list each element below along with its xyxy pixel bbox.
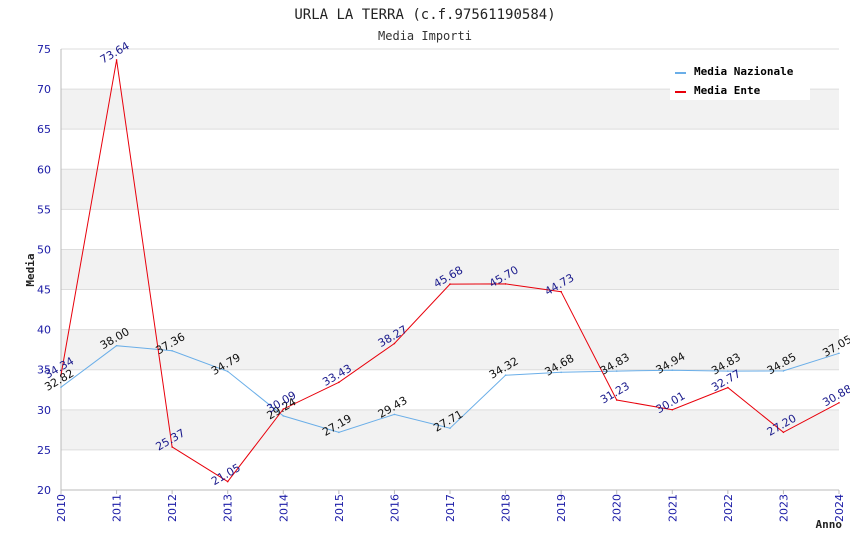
data-point <box>504 374 507 376</box>
data-point <box>838 401 840 404</box>
x-tick-label: 2019 <box>555 494 568 522</box>
y-axis-label: Media <box>24 253 37 286</box>
x-tick-label: 2022 <box>722 494 735 522</box>
y-tick-label: 40 <box>37 324 51 337</box>
data-point <box>393 342 396 345</box>
x-tick-label: 2021 <box>666 494 679 522</box>
x-tick-label: 2014 <box>277 494 290 522</box>
band <box>61 329 839 370</box>
data-point <box>226 370 229 373</box>
data-point <box>671 369 674 372</box>
data-label: 31.23 <box>598 379 632 406</box>
x-tick-label: 2011 <box>111 494 124 522</box>
x-tick-label: 2010 <box>55 494 68 522</box>
legend-label-media-nazionale: Media Nazionale <box>694 65 794 78</box>
data-point <box>560 371 562 374</box>
data-point <box>393 413 396 416</box>
data-point <box>60 374 62 376</box>
y-tick-label: 65 <box>37 123 51 136</box>
legend: Media Nazionale Media Ente <box>670 60 810 100</box>
x-tick-label: 2012 <box>166 494 179 522</box>
data-point <box>727 386 729 389</box>
band <box>61 169 839 210</box>
data-point <box>115 59 118 61</box>
data-point <box>615 399 618 401</box>
data-point <box>282 415 285 417</box>
band <box>61 249 839 290</box>
data-point <box>838 352 840 355</box>
series-group <box>60 59 840 483</box>
y-tick-label: 75 <box>37 43 51 56</box>
data-label: 21.05 <box>209 461 243 488</box>
x-tick-label: 2020 <box>611 494 624 522</box>
data-point <box>226 480 229 483</box>
data-point <box>671 408 674 411</box>
data-point <box>171 446 173 448</box>
chart-title: URLA LA TERRA (c.f.97561190584) <box>294 7 555 23</box>
x-tick-label: 2015 <box>333 494 346 522</box>
chart-subtitle: Media Importi <box>378 29 472 43</box>
y-tick-label: 30 <box>37 404 51 417</box>
x-tick-label: 2016 <box>388 494 401 522</box>
data-point <box>60 386 62 389</box>
x-tick-label: 2023 <box>777 494 790 522</box>
data-label: 73.64 <box>98 39 132 66</box>
data-point <box>504 283 507 285</box>
y-tick-label: 60 <box>37 163 51 176</box>
y-tick-label: 35 <box>37 364 51 377</box>
data-point <box>115 344 118 347</box>
data-point <box>282 408 285 410</box>
data-point <box>782 370 785 372</box>
data-point <box>338 431 340 434</box>
data-point <box>727 370 729 372</box>
x-tick-label: 2017 <box>444 494 457 522</box>
data-point <box>560 290 562 293</box>
background-bands <box>61 89 839 450</box>
data-point <box>449 427 451 429</box>
legend-label-media-ente: Media Ente <box>694 84 761 97</box>
data-point <box>782 431 785 434</box>
legend-box <box>670 60 810 100</box>
y-axis-ticks: 20 25 30 35 40 45 50 55 60 65 70 75 <box>37 43 51 497</box>
x-axis-label: Anno <box>816 518 843 531</box>
data-point <box>615 370 618 372</box>
data-point <box>338 381 340 384</box>
data-point <box>171 350 173 352</box>
band <box>61 409 839 450</box>
y-tick-label: 20 <box>37 484 51 497</box>
gridlines <box>61 48 839 491</box>
y-tick-label: 50 <box>37 243 51 256</box>
y-tick-label: 55 <box>37 203 51 216</box>
data-point <box>449 283 451 285</box>
x-tick-label: 2018 <box>500 494 513 522</box>
y-tick-label: 25 <box>37 444 51 457</box>
y-tick-label: 45 <box>37 284 51 297</box>
x-tick-label: 2024 <box>833 494 846 522</box>
x-tick-label: 2013 <box>222 494 235 522</box>
y-tick-label: 70 <box>37 83 51 96</box>
x-axis-ticks: 2010 2011 2012 2013 2014 2015 2016 2017 2018 2019… <box>55 490 846 522</box>
